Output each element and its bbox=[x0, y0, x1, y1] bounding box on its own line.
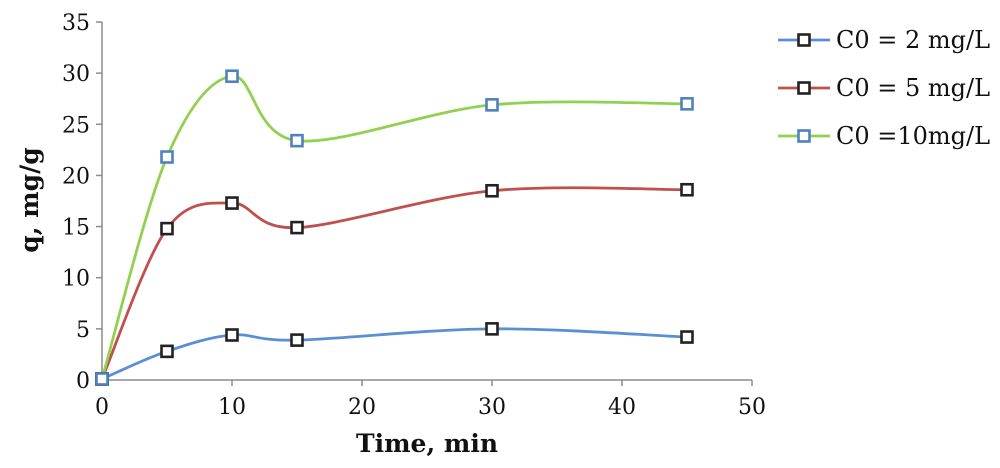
y-tick-label: 5 bbox=[76, 318, 90, 343]
legend-entry-1: C0 = 2 mg/L bbox=[778, 26, 990, 54]
data-point-series-3 bbox=[290, 133, 304, 148]
legend-label: C0 = 2 mg/L bbox=[836, 26, 990, 54]
series-markers bbox=[95, 69, 694, 386]
x-tick-label: 0 bbox=[95, 395, 109, 420]
data-point-series-2 bbox=[680, 182, 694, 197]
legend-swatch-marker bbox=[797, 33, 811, 47]
y-tick-label: 15 bbox=[62, 216, 90, 241]
x-axis-title: Time, min bbox=[356, 429, 498, 458]
x-tick-label: 10 bbox=[218, 395, 246, 420]
data-point-series-1 bbox=[680, 330, 694, 344]
data-point-series-2 bbox=[225, 196, 239, 210]
data-point-series-3 bbox=[485, 98, 499, 112]
x-tick-label: 40 bbox=[608, 395, 636, 420]
data-point-series-3 bbox=[680, 97, 694, 111]
y-tick-label: 35 bbox=[62, 11, 90, 36]
legend-swatch-marker bbox=[797, 129, 811, 143]
data-point-series-3 bbox=[160, 150, 174, 164]
legend-entry-2: C0 = 5 mg/L bbox=[778, 74, 990, 102]
data-point-series-2 bbox=[485, 183, 499, 198]
y-tick-label: 30 bbox=[62, 62, 90, 87]
data-point-series-1 bbox=[485, 322, 499, 336]
y-tick-label: 25 bbox=[62, 113, 90, 138]
legend: C0 = 2 mg/L C0 = 5 mg/L C0 =10mg/L bbox=[778, 26, 990, 150]
series-line-1 bbox=[101, 327, 688, 381]
y-tick-label: 0 bbox=[76, 369, 90, 394]
data-point-series-3 bbox=[225, 69, 239, 84]
x-tick-label: 30 bbox=[478, 395, 506, 420]
legend-swatch-marker bbox=[797, 81, 811, 95]
series-lines bbox=[100, 74, 688, 381]
y-axis-title: q, mg/g bbox=[15, 147, 44, 252]
x-tick-label: 20 bbox=[348, 395, 376, 420]
legend-entry-3: C0 =10mg/L bbox=[778, 122, 990, 150]
y-tick-label: 10 bbox=[62, 267, 90, 292]
data-point-series-1 bbox=[225, 328, 239, 342]
data-point-series-3 bbox=[95, 372, 109, 386]
axes bbox=[101, 22, 752, 381]
legend-label: C0 =10mg/L bbox=[836, 122, 990, 150]
data-point-series-2 bbox=[290, 220, 304, 235]
data-point-series-1 bbox=[160, 344, 174, 359]
series-line-2 bbox=[100, 186, 688, 380]
x-tick-label: 50 bbox=[738, 395, 766, 420]
legend-label: C0 = 5 mg/L bbox=[836, 74, 990, 102]
data-point-series-1 bbox=[290, 333, 304, 347]
series-line-3 bbox=[100, 74, 688, 380]
y-tick-label: 20 bbox=[62, 164, 90, 189]
data-point-series-2 bbox=[160, 221, 174, 236]
ticks: 0 5 10 15 20 25 30 35 0 10 20 30 40 50 bbox=[62, 11, 766, 420]
